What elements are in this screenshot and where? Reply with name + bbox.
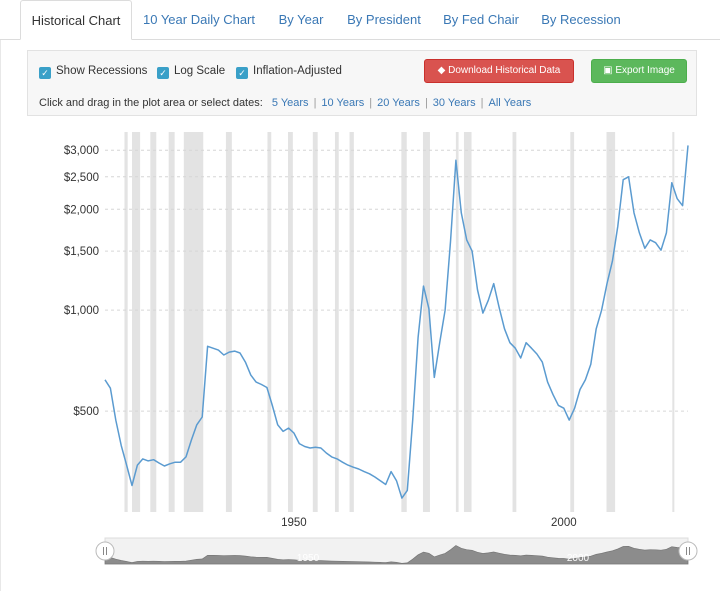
- divider: |: [313, 97, 317, 109]
- recession-band: [512, 132, 517, 512]
- divider: |: [369, 97, 373, 109]
- range-10-years[interactable]: 10 Years: [321, 97, 365, 109]
- y-tick-label: $3,000: [64, 145, 99, 157]
- y-tick-label: $1,000: [64, 305, 99, 317]
- log-scale-checkbox[interactable]: ✓ Log Scale: [157, 63, 225, 79]
- y-tick-label: $500: [73, 406, 99, 418]
- range-5-years[interactable]: 5 Years: [271, 97, 309, 109]
- navigator-series-area: [104, 544, 689, 565]
- recession-band: [455, 132, 459, 512]
- recession-band: [287, 132, 293, 512]
- range-all-years[interactable]: All Years: [488, 97, 532, 109]
- tab-by-fed-chair[interactable]: By Fed Chair: [443, 12, 519, 27]
- tab-by-year[interactable]: By Year: [278, 12, 324, 27]
- show-recessions-label: Show Recessions: [56, 65, 148, 77]
- gold-price-chart[interactable]: $500 $1,000 $1,500 $2,000 $2,500 $3,000 1950 20…: [0, 120, 720, 591]
- range-20-years[interactable]: 20 Years: [377, 97, 420, 109]
- tab-by-recession[interactable]: By Recession: [541, 12, 621, 27]
- check-icon: ✓: [157, 67, 169, 79]
- navigator-right-handle[interactable]: [678, 541, 698, 561]
- navigator-tick-label: 2000: [567, 553, 590, 564]
- x-tick-label: 1950: [281, 517, 307, 529]
- recession-band: [463, 132, 472, 512]
- series-line: [104, 145, 689, 499]
- date-range-selector: Click and drag in the plot area or selec…: [39, 97, 531, 109]
- check-icon: ✓: [39, 67, 51, 79]
- recession-band: [672, 132, 675, 512]
- recession-band: [168, 132, 175, 512]
- recession-band: [267, 132, 272, 512]
- recession-band: [312, 132, 318, 512]
- handle-circle: [95, 541, 115, 561]
- select-dates-prompt: Click and drag in the plot area or selec…: [39, 97, 263, 109]
- divider: |: [424, 97, 428, 109]
- recession-band: [150, 132, 157, 512]
- tab-by-president[interactable]: By President: [347, 12, 421, 27]
- tab-historical-chart[interactable]: Historical Chart: [20, 0, 132, 40]
- tab-10-year-daily-chart[interactable]: 10 Year Daily Chart: [142, 12, 255, 27]
- range-30-years[interactable]: 30 Years: [432, 97, 476, 109]
- show-recessions-checkbox[interactable]: ✓ Show Recessions: [39, 63, 147, 79]
- export-image-button[interactable]: ▣ Export Image: [591, 59, 687, 83]
- recession-band: [422, 132, 430, 512]
- navigator-left-handle[interactable]: [95, 541, 115, 561]
- navigator-tick-label: 1950: [297, 553, 320, 564]
- image-icon: ▣: [603, 65, 613, 76]
- y-tick-label: $2,000: [64, 204, 99, 216]
- range-navigator: 1950 2000: [95, 537, 698, 565]
- recession-band: [124, 132, 128, 512]
- export-label: Export Image: [615, 65, 675, 76]
- left-border: [0, 40, 1, 591]
- chart-tabs: Historical Chart 10 Year Daily Chart By …: [0, 0, 720, 40]
- recession-band: [225, 132, 232, 512]
- download-historical-data-button[interactable]: ◆ Download Historical Data: [424, 59, 574, 83]
- download-icon: ◆: [437, 65, 446, 76]
- recession-band: [606, 132, 616, 512]
- recession-band: [131, 132, 141, 512]
- download-label: Download Historical Data: [448, 65, 561, 76]
- x-tick-label: 2000: [551, 517, 577, 529]
- check-icon: ✓: [236, 67, 248, 79]
- divider: |: [480, 97, 484, 109]
- y-tick-label: $2,500: [64, 172, 99, 184]
- recession-band: [570, 132, 575, 512]
- recession-band: [334, 132, 339, 512]
- recession-band: [349, 132, 354, 512]
- recession-band: [401, 132, 407, 512]
- y-tick-label: $1,500: [64, 246, 99, 258]
- chart-controls: ✓ Show Recessions ✓ Log Scale ✓ Inflation-A…: [27, 50, 697, 116]
- inflation-adjusted-label: Inflation-Adjusted: [253, 65, 342, 77]
- log-scale-label: Log Scale: [174, 65, 226, 77]
- recession-band: [183, 132, 204, 512]
- inflation-adjusted-checkbox[interactable]: ✓ Inflation-Adjusted: [236, 63, 342, 79]
- handle-circle: [678, 541, 698, 561]
